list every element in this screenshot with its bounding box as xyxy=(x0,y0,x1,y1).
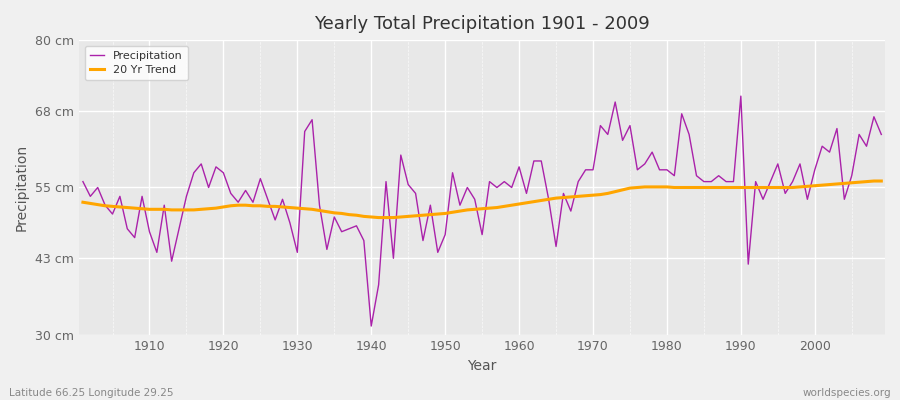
Title: Yearly Total Precipitation 1901 - 2009: Yearly Total Precipitation 1901 - 2009 xyxy=(314,15,650,33)
Precipitation xyxy=(521,191,532,196)
20 Yr Trend xyxy=(374,215,384,220)
Text: worldspecies.org: worldspecies.org xyxy=(803,388,891,398)
20 Yr Trend xyxy=(300,206,310,211)
Precipitation xyxy=(77,179,88,184)
Text: Latitude 66.25 Longitude 29.25: Latitude 66.25 Longitude 29.25 xyxy=(9,388,174,398)
Precipitation xyxy=(300,129,310,134)
20 Yr Trend xyxy=(521,200,532,205)
Precipitation xyxy=(514,164,525,169)
Line: 20 Yr Trend: 20 Yr Trend xyxy=(83,181,881,218)
20 Yr Trend xyxy=(514,202,525,206)
Precipitation xyxy=(876,132,886,137)
X-axis label: Year: Year xyxy=(467,359,497,373)
20 Yr Trend xyxy=(868,179,879,184)
Precipitation xyxy=(344,226,355,231)
Precipitation xyxy=(365,324,376,328)
Y-axis label: Precipitation: Precipitation xyxy=(15,144,29,231)
20 Yr Trend xyxy=(77,200,88,205)
20 Yr Trend xyxy=(876,179,886,184)
Legend: Precipitation, 20 Yr Trend: Precipitation, 20 Yr Trend xyxy=(85,46,188,80)
Line: Precipitation: Precipitation xyxy=(83,96,881,326)
20 Yr Trend xyxy=(344,212,355,217)
20 Yr Trend xyxy=(610,189,621,194)
20 Yr Trend xyxy=(137,206,148,211)
Precipitation xyxy=(610,100,621,104)
Precipitation xyxy=(137,194,148,199)
Precipitation xyxy=(735,94,746,98)
